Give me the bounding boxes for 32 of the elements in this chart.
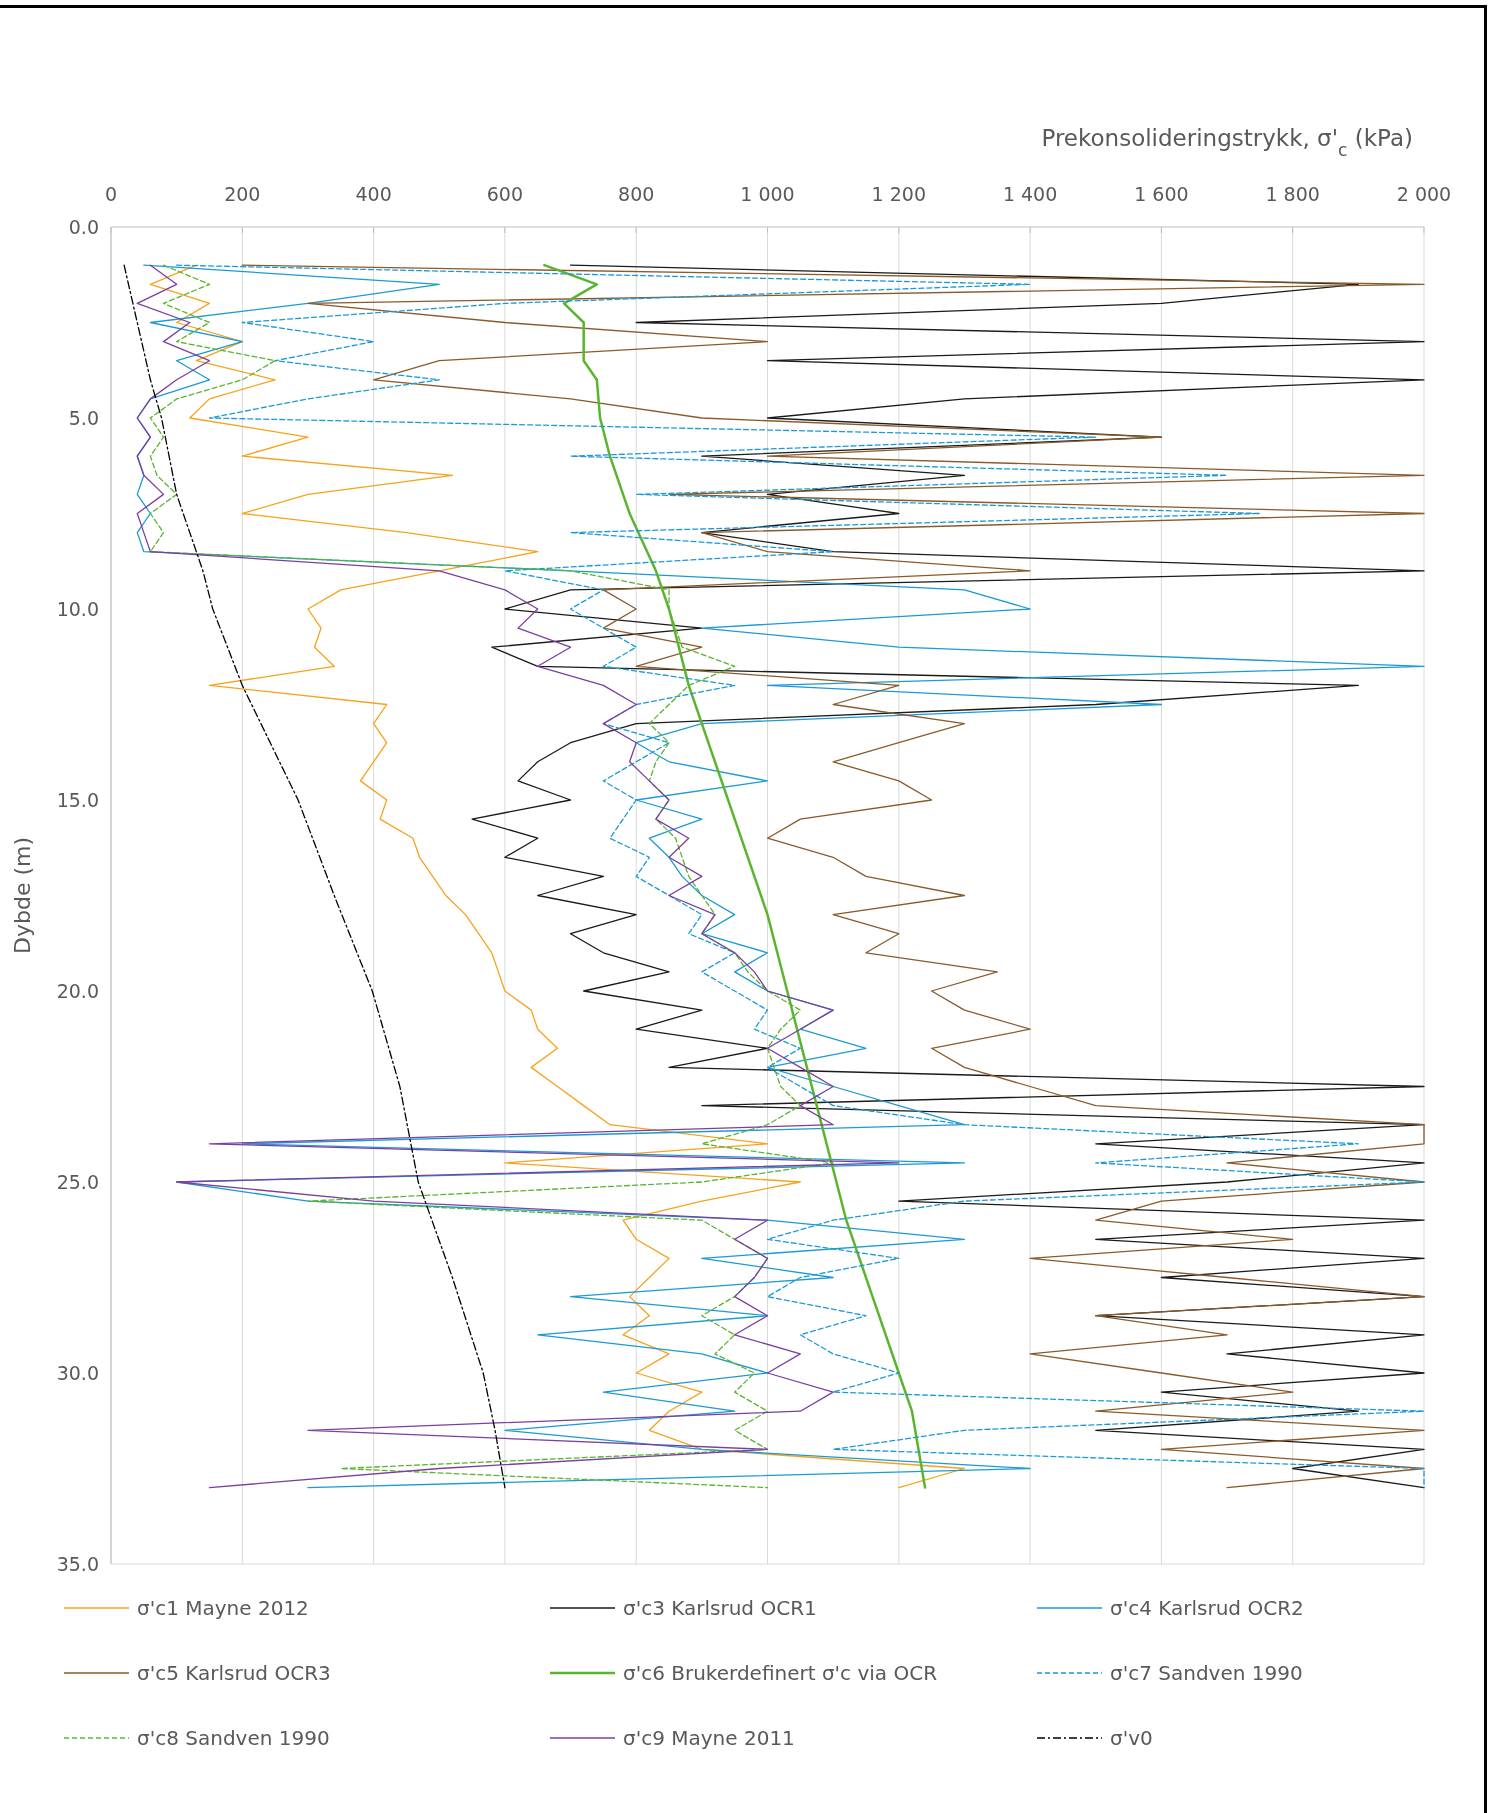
legend-label: σ'c9 Mayne 2011: [623, 1726, 795, 1750]
y-axis-title: Dybde (m): [10, 836, 35, 955]
x-tick-label: 1 800: [1265, 183, 1320, 205]
x-tick-label: 2 000: [1396, 183, 1452, 205]
legend-label: σ'c3 Karlsrud OCR1: [623, 1596, 817, 1620]
x-tick-label: 0: [104, 183, 118, 205]
line-series: [471, 264, 1425, 1489]
y-tick-label: 20.0: [56, 980, 99, 1002]
y-tick-label: 15.0: [56, 789, 99, 811]
x-tick-label: 600: [486, 183, 524, 205]
line-series: [123, 264, 506, 1489]
y-tick-label: 10.0: [56, 598, 99, 620]
x-tick-label: 1 400: [1002, 183, 1058, 205]
legend-label: σ'c5 Karlsrud OCR3: [137, 1661, 331, 1685]
x-tick-label: 1 600: [1134, 183, 1189, 205]
x-tick-label: 200: [224, 183, 261, 205]
y-tick-label: 0.0: [68, 216, 99, 238]
y-tick-label: 25.0: [56, 1171, 99, 1193]
y-tick-label: 30.0: [56, 1362, 99, 1384]
x-axis-title: Prekonsolideringstrykk, σ'$_{c}$ (kPa): [1041, 125, 1413, 160]
y-tick-label: 5.0: [68, 407, 99, 429]
legend-label: σ'c4 Karlsrud OCR2: [1110, 1596, 1304, 1620]
x-tick-label: 1 000: [740, 183, 795, 205]
legend-label: σ'c6 Brukerdefinert σ'c via OCR: [623, 1661, 938, 1685]
legend-label: σ'c8 Sandven 1990: [137, 1726, 330, 1750]
x-tick-label: 800: [618, 183, 655, 205]
legend-label: σ'v0: [1110, 1726, 1153, 1750]
y-tick-label: 35.0: [56, 1553, 99, 1575]
legend-label: σ'c1 Mayne 2012: [137, 1596, 309, 1620]
x-tick-label: 400: [355, 183, 392, 205]
legend-label: σ'c7 Sandven 1990: [1110, 1661, 1303, 1685]
x-tick-label: 1 200: [871, 183, 926, 205]
